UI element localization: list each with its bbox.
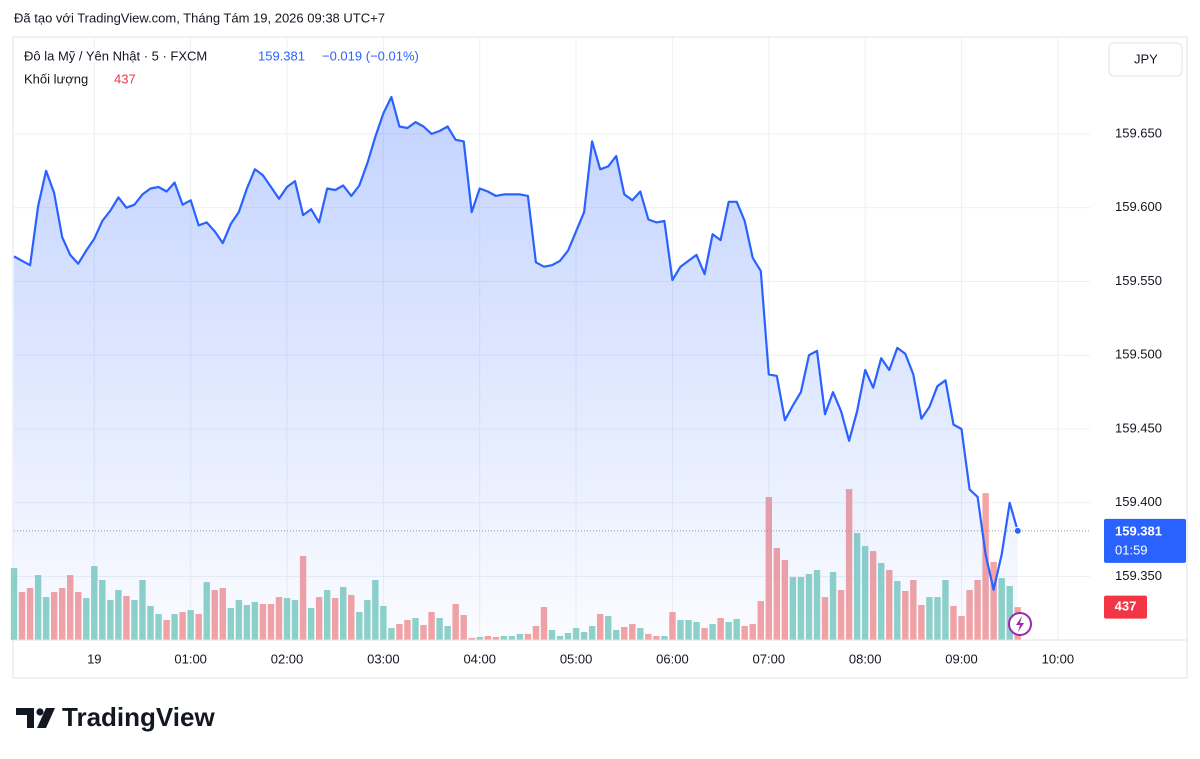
logo: TradingView: [16, 702, 215, 732]
x-tick-label: 05:00: [560, 651, 593, 666]
price-area: [14, 97, 1018, 640]
x-tick-label: 10:00: [1042, 651, 1075, 666]
logo-text: TradingView: [62, 702, 215, 732]
logo-mark: [36, 708, 44, 716]
last-point: [1013, 526, 1022, 535]
price-line: [13, 95, 1019, 591]
x-tick-label: 06:00: [656, 651, 689, 666]
replay-icon-bolt[interactable]: [1016, 616, 1024, 632]
axes: 159.350 159.400 159.450 159.500 159.550 159.6…: [13, 125, 1187, 666]
y-tick-label: 159.400: [1115, 494, 1162, 509]
logo-mark: [16, 708, 34, 728]
currency-label[interactable]: JPY: [1134, 51, 1158, 66]
last-price-label: 159.381: [1115, 523, 1162, 538]
volume-legend-value: 437: [114, 71, 136, 86]
volume-price-label: 437: [1115, 599, 1137, 614]
y-tick-label: 159.450: [1115, 420, 1162, 435]
x-tick-label: 07:00: [753, 651, 786, 666]
x-tick-label: 02:00: [271, 651, 304, 666]
y-tick-label: 159.600: [1115, 199, 1162, 214]
x-tick-label: 01:00: [174, 651, 207, 666]
x-tick-label: 03:00: [367, 651, 400, 666]
y-tick-label: 159.500: [1115, 347, 1162, 362]
y-tick-label: 159.350: [1115, 568, 1162, 583]
x-tick-label: 09:00: [945, 651, 978, 666]
volume-legend-name: Khối lượng: [24, 71, 88, 86]
legend-price: 159.381: [258, 48, 305, 63]
replay-icon[interactable]: [1008, 612, 1032, 636]
credit: Đã tạo với TradingView.com, Tháng Tám 19…: [14, 10, 385, 25]
y-tick-label: 159.550: [1115, 273, 1162, 288]
legend-change: −0.019 (−0.01%): [322, 48, 419, 63]
volume-price-box: [1104, 595, 1147, 619]
y-tick-label: 159.650: [1115, 125, 1162, 140]
x-tick-label: 04:00: [463, 651, 496, 666]
x-tick-label: 08:00: [849, 651, 882, 666]
legend-name: Đô la Mỹ / Yên Nhật · 5 · FXCM: [24, 48, 207, 63]
x-tick-label: 19: [87, 651, 101, 666]
logo-mark: [37, 708, 55, 728]
price: [13, 95, 1090, 640]
countdown: 01:59: [1115, 542, 1148, 557]
currency-button[interactable]: [1108, 42, 1183, 77]
last-price-box: [1104, 518, 1186, 563]
